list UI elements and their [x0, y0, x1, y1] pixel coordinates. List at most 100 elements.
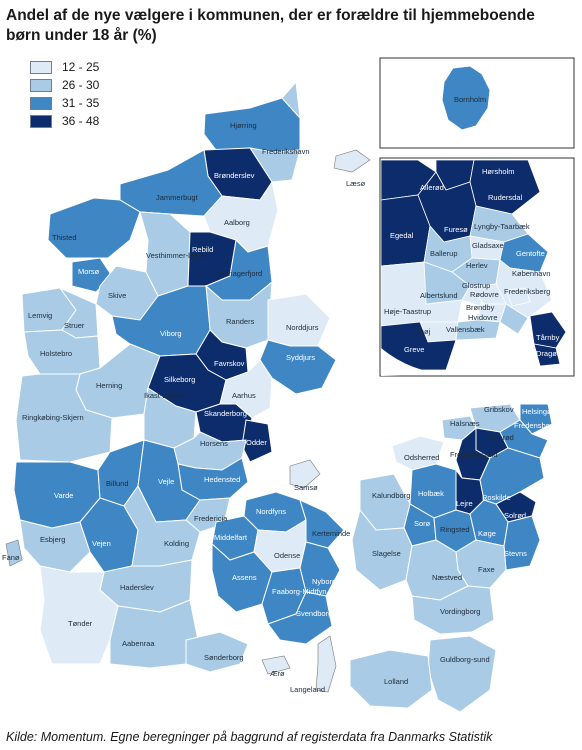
label-assens: Assens — [232, 573, 257, 582]
legend-swatch — [30, 60, 52, 74]
label-stevns: Stevns — [504, 549, 527, 558]
label-lejre: Lejre — [456, 499, 473, 508]
label-soro: Sorø — [414, 519, 431, 528]
label-laeso: Læsø — [346, 179, 366, 188]
municipality-samso — [289, 459, 321, 489]
label-haderslev: Haderslev — [120, 583, 154, 592]
label-sonderborg: Sønderborg — [204, 653, 244, 662]
label-fano: Fanø — [2, 553, 20, 562]
municipality-frederiksberg — [505, 287, 531, 307]
label-frederikssund: Frederikssund — [450, 450, 498, 459]
label-skanderborg: Skanderborg — [204, 409, 247, 418]
label-lyngby-taarbaek: Lyngby-Taarbæk — [474, 222, 530, 231]
legend-item-0: 12 - 25 — [30, 58, 99, 76]
label-jammerbugt: Jammerbugt — [156, 193, 199, 202]
label-hjorring: Hjørring — [230, 121, 257, 130]
label-guldborgsund: Guldborg-sund — [440, 655, 490, 664]
label-tarnby: Tårnby — [536, 333, 560, 342]
municipality-dragor — [533, 343, 561, 367]
map-labels: Hjørring Frederikshavn Læsø Brønderslev … — [2, 95, 560, 694]
legend-item-3: 36 - 48 — [30, 112, 99, 130]
legend-swatch — [30, 96, 52, 110]
label-vejle: Vejle — [158, 477, 174, 486]
label-fredericia: Fredericia — [194, 514, 228, 523]
label-aero: Ærø — [270, 669, 285, 678]
label-fredensborg: Fredensborg — [514, 421, 557, 430]
label-ringsted: Ringsted — [440, 525, 470, 534]
label-morso: Morsø — [78, 267, 100, 276]
label-ikast-brande: Ikast-Brande — [144, 391, 187, 400]
label-kalundborg: Kalundborg — [372, 491, 410, 500]
municipality-lolland — [349, 649, 433, 709]
label-rodovre: Rødovre — [470, 290, 499, 299]
municipality-helsingor — [519, 403, 553, 435]
municipality-langeland — [315, 635, 337, 693]
municipality-vordingborg — [411, 585, 495, 635]
label-vordingborg: Vordingborg — [440, 607, 480, 616]
label-brondby: Brøndby — [466, 303, 495, 312]
label-vejen: Vejen — [92, 539, 111, 548]
label-rebild: Rebild — [192, 245, 213, 254]
label-frederikshavn: Frederikshavn — [262, 147, 310, 156]
label-ishoj: Ishøj — [414, 327, 431, 336]
label-odense: Odense — [274, 551, 300, 560]
label-allerod: Allerød — [420, 183, 444, 192]
label-aabenraa: Aabenraa — [122, 639, 155, 648]
municipality-guldborgsund — [427, 635, 497, 713]
label-horsholm: Hørsholm — [482, 167, 515, 176]
label-rudersdal: Rudersdal — [488, 193, 523, 202]
label-nyborg: Nyborg — [312, 577, 336, 586]
label-langeland: Langeland — [290, 685, 325, 694]
label-kobenhavn: København — [512, 269, 550, 278]
legend-label: 12 - 25 — [62, 60, 100, 74]
label-ringkobing-skjern: Ringkøbing-Skjern — [22, 413, 84, 422]
label-kerteminde: Kerteminde — [312, 529, 350, 538]
legend-label: 26 - 30 — [62, 78, 100, 92]
label-thisted: Thisted — [52, 233, 77, 242]
label-herlev: Herlev — [466, 261, 488, 270]
label-hvidovre: Hvidovre — [468, 313, 498, 322]
label-lolland: Lolland — [384, 677, 408, 686]
label-silkeborg: Silkeborg — [164, 375, 195, 384]
label-herning: Herning — [96, 381, 122, 390]
municipality-aero — [261, 655, 291, 675]
sea-area — [381, 342, 540, 376]
label-fureso: Furesø — [444, 225, 468, 234]
label-roskilde: Roskilde — [482, 493, 511, 502]
label-faaborg-midtfyn: Faaborg-Midtfyn — [272, 587, 327, 596]
label-tonder: Tønder — [68, 619, 93, 628]
legend-label: 36 - 48 — [62, 114, 100, 128]
label-koge: Køge — [478, 529, 496, 538]
label-helsingor: Helsingør — [522, 407, 555, 416]
label-ballerup: Ballerup — [430, 249, 458, 258]
municipality-bornholm — [441, 65, 491, 131]
label-hedensted: Hedensted — [204, 475, 240, 484]
label-skive: Skive — [108, 291, 126, 300]
label-solrod: Solrød — [504, 511, 526, 520]
municipality-kolding — [123, 485, 201, 567]
municipality-ringkobing-skjern — [15, 373, 113, 463]
label-naestved: Næstved — [432, 573, 462, 582]
label-gladsaxe: Gladsaxe — [472, 241, 504, 250]
municipality-thisted — [47, 197, 141, 259]
label-norddjurs: Norddjurs — [286, 323, 319, 332]
map-title: Andel af de nye vælgere i kommunen, der … — [6, 7, 535, 44]
label-glostrup: Glostrup — [462, 281, 490, 290]
label-gentofte: Gentofte — [516, 249, 545, 258]
label-odsherred: Odsherred — [404, 453, 439, 462]
label-egedal: Egedal — [390, 231, 414, 240]
label-esbjerg: Esbjerg — [40, 535, 65, 544]
municipality-norddjurs — [267, 293, 331, 347]
label-gribskov: Gribskov — [484, 405, 514, 414]
municipality-sonderborg — [185, 631, 249, 673]
label-vesthimmerlands: Vesthimmer-lands — [146, 251, 206, 260]
municipality-laeso — [333, 149, 371, 173]
label-faxe: Faxe — [478, 565, 495, 574]
label-viborg: Viborg — [160, 329, 182, 338]
label-mariagerfjord: Mariagerfjord — [218, 269, 262, 278]
label-slagelse: Slagelse — [372, 549, 401, 558]
label-billund: Billund — [106, 479, 129, 488]
label-hoje-taastrup: Høje-Taastrup — [384, 307, 431, 316]
label-bornholm: Bornholm — [454, 95, 486, 104]
